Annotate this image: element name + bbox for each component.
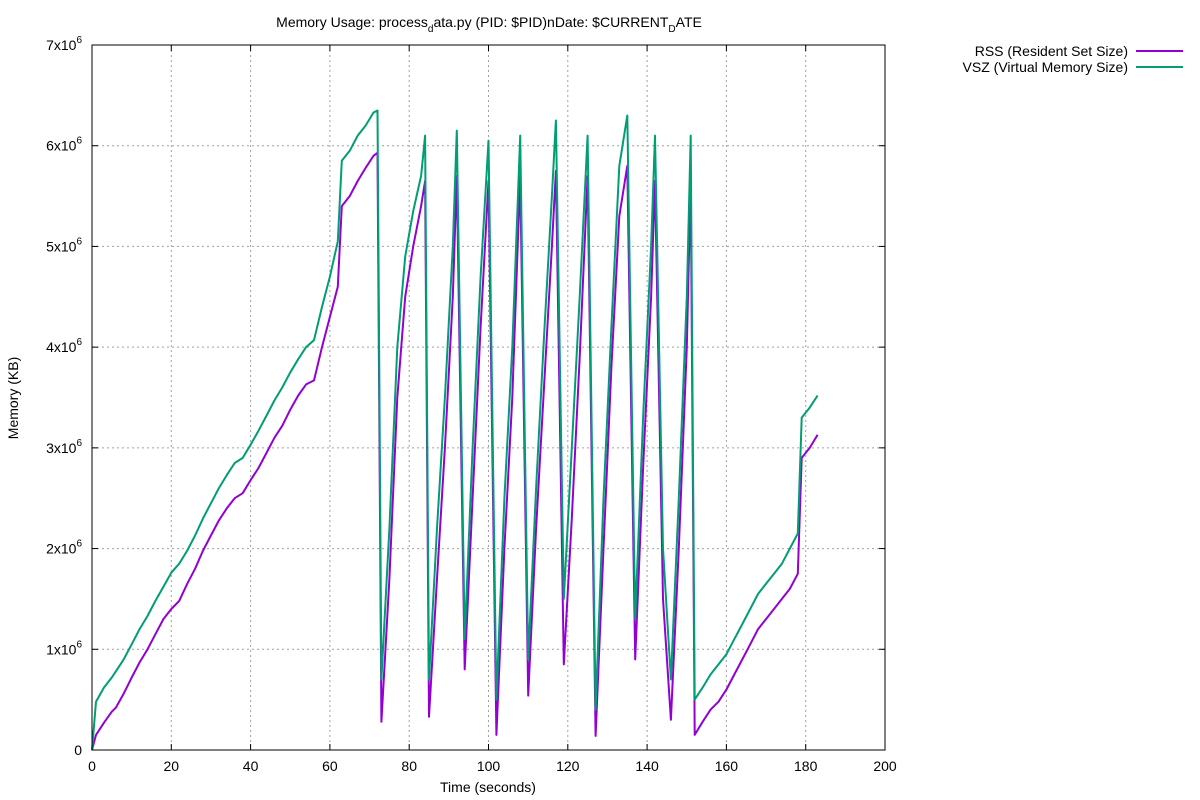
x-tick-label: 200 xyxy=(873,758,897,774)
y-tick-label: 2x106 xyxy=(46,539,82,557)
series-layer xyxy=(91,109,819,751)
x-axis: 0 20 40 60 80 100 120 140 160 180 200 xyxy=(88,45,897,774)
legend-label-rss: RSS (Resident Set Size) xyxy=(975,43,1128,59)
x-axis-label: Time (seconds) xyxy=(440,779,536,795)
legend-label-vsz: VSZ (Virtual Memory Size) xyxy=(963,59,1128,75)
x-tick-label: 0 xyxy=(88,758,96,774)
x-tick-label: 60 xyxy=(322,758,338,774)
x-tick-label: 20 xyxy=(164,758,180,774)
x-tick-label: 160 xyxy=(715,758,739,774)
x-tick-label: 140 xyxy=(635,758,659,774)
series-line-rss xyxy=(91,151,819,751)
y-tick-label: 1x106 xyxy=(46,639,82,657)
x-tick-label: 180 xyxy=(794,758,818,774)
y-axis: 0 1x106 2x106 3x106 4x106 5x106 6x106 7x106 xyxy=(46,35,885,758)
series-line-vsz xyxy=(91,109,819,751)
legend: RSS (Resident Set Size)VSZ (Virtual Memo… xyxy=(963,43,1183,75)
y-tick-label: 4x106 xyxy=(46,337,82,355)
y-tick-label: 7x106 xyxy=(46,35,82,53)
y-tick-label: 3x106 xyxy=(46,438,82,456)
x-tick-label: 80 xyxy=(401,758,417,774)
chart-title: Memory Usage: processdata.py (PID: $PID)… xyxy=(276,14,702,35)
y-tick-label: 0 xyxy=(74,742,82,758)
y-tick-label: 6x106 xyxy=(46,136,82,154)
x-tick-label: 40 xyxy=(243,758,259,774)
y-axis-label: Memory (KB) xyxy=(5,357,21,439)
y-tick-label: 5x106 xyxy=(46,236,82,254)
x-tick-label: 100 xyxy=(477,758,501,774)
x-tick-label: 120 xyxy=(556,758,580,774)
